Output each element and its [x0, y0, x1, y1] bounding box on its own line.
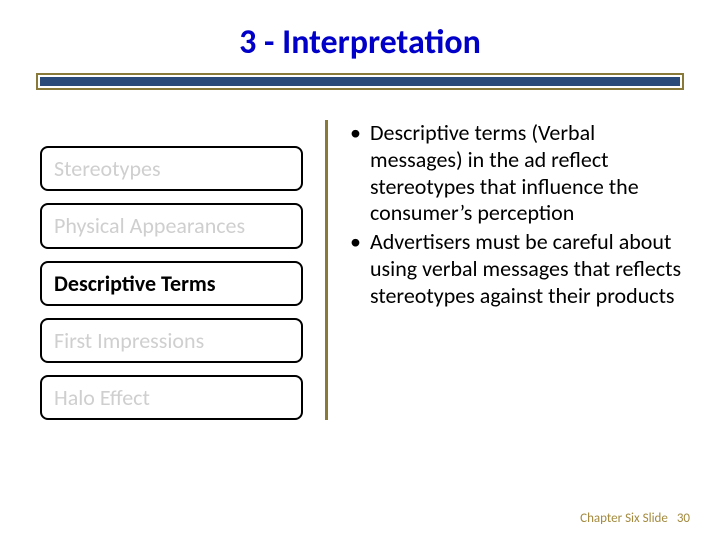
title-rule	[36, 73, 684, 90]
left-column: Stereotypes Physical Appearances Descrip…	[40, 120, 328, 420]
list-item-stereotypes[interactable]: Stereotypes	[40, 146, 303, 191]
list-item-first-impressions[interactable]: First Impressions	[40, 318, 303, 363]
list-item-label: First Impressions	[54, 327, 204, 354]
list-item-halo-effect[interactable]: Halo Effect	[40, 375, 303, 420]
list-item-label: Halo Effect	[54, 384, 150, 411]
footer-label: Chapter Six Slide	[580, 511, 668, 526]
content-area: Stereotypes Physical Appearances Descrip…	[0, 90, 720, 420]
list-item-label: Descriptive Terms	[54, 270, 216, 297]
right-column: Descriptive terms (Verbal messages) in t…	[328, 120, 690, 420]
footer-page-number: 30	[677, 511, 690, 526]
list-item-label: Stereotypes	[54, 155, 161, 182]
list-item-descriptive-terms[interactable]: Descriptive Terms	[40, 261, 303, 306]
title-rule-fill	[40, 77, 680, 86]
bullet-list: Descriptive terms (Verbal messages) in t…	[348, 120, 684, 310]
slide-footer: Chapter Six Slide 30	[580, 511, 690, 526]
list-item-label: Physical Appearances	[54, 212, 245, 239]
list-item-physical-appearances[interactable]: Physical Appearances	[40, 203, 303, 248]
bullet-item: Descriptive terms (Verbal messages) in t…	[348, 120, 684, 227]
bullet-item: Advertisers must be careful about using …	[348, 229, 684, 309]
page-title: 3 - Interpretation	[0, 0, 720, 73]
